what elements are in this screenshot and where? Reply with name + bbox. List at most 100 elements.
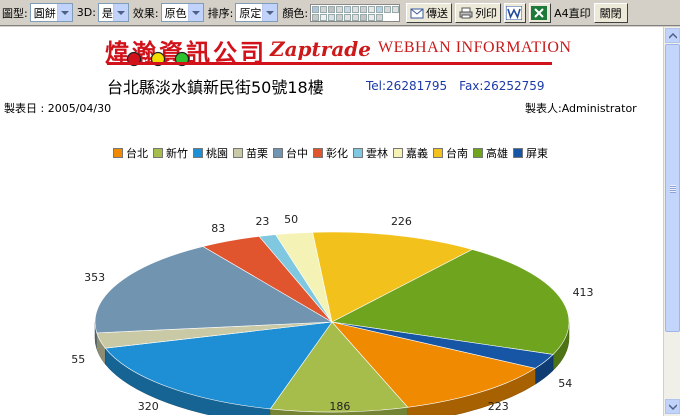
legend-item: 台南 <box>433 145 468 161</box>
logo-underline <box>107 62 552 65</box>
pie-chart-svg <box>94 231 570 415</box>
data-label: 54 <box>558 377 573 391</box>
data-label: 320 <box>137 400 159 413</box>
legend-item: 彰化 <box>313 145 348 161</box>
color-swatch[interactable] <box>352 5 360 13</box>
data-label: 23 <box>255 215 270 229</box>
effect-select[interactable]: 原色 <box>160 3 204 22</box>
pie-slice <box>312 231 474 323</box>
word-export-button[interactable] <box>504 2 527 23</box>
scroll-down-button[interactable] <box>665 399 680 414</box>
scroll-up-button[interactable] <box>665 28 680 43</box>
color-swatch[interactable] <box>344 5 352 13</box>
legend-label: 高雄 <box>486 147 508 160</box>
legend-swatch <box>313 148 323 158</box>
color-swatch[interactable] <box>376 13 384 21</box>
data-label: 186 <box>329 400 351 413</box>
chevron-down-icon[interactable] <box>262 4 278 21</box>
scroll-thumb[interactable] <box>665 44 680 332</box>
legend-item: 桃園 <box>193 145 228 161</box>
color-swatch[interactable] <box>360 5 368 13</box>
excel-export-button[interactable] <box>529 2 552 23</box>
company-name-english: WEBHAN INFORMATION <box>378 39 572 56</box>
color-swatch[interactable] <box>336 5 344 13</box>
data-label: 353 <box>84 271 106 285</box>
color-swatch[interactable] <box>328 13 336 21</box>
a4-portrait-option[interactable]: A4直印 <box>554 6 591 20</box>
color-swatch[interactable] <box>360 13 368 21</box>
close-label: 關閉 <box>599 6 622 20</box>
brand-name: Zaptrade <box>270 37 371 61</box>
legend-swatch <box>473 148 483 158</box>
chart-type-label: 圖型: <box>2 6 28 20</box>
sort-label: 排序: <box>207 6 234 20</box>
color-swatch[interactable] <box>320 5 328 13</box>
color-swatch[interactable] <box>328 5 336 13</box>
3d-value: 是 <box>101 6 113 20</box>
color-swatch[interactable] <box>384 5 392 13</box>
print-button[interactable]: 列印 <box>455 2 502 23</box>
color-swatch[interactable] <box>376 5 384 13</box>
company-address: 台北縣淡水鎮新民街50號18樓 <box>107 78 324 97</box>
legend-label: 屏東 <box>526 147 548 160</box>
color-swatch[interactable] <box>392 5 400 13</box>
legend-label: 台中 <box>286 147 308 160</box>
pie-slice <box>269 321 409 413</box>
word-icon <box>506 5 523 20</box>
legend-swatch <box>273 148 283 158</box>
legend-label: 新竹 <box>166 147 188 160</box>
legend-swatch <box>193 148 203 158</box>
chevron-down-icon[interactable] <box>112 4 128 21</box>
color-swatch[interactable] <box>312 13 320 21</box>
legend-swatch <box>433 148 443 158</box>
report-date: 製表日 : 2005/04/30 <box>4 102 112 115</box>
data-label: 226 <box>390 215 412 229</box>
color-swatch[interactable] <box>312 5 320 13</box>
pie-slice <box>94 246 334 334</box>
chevron-down-icon[interactable] <box>187 4 203 21</box>
color-label: 顏色: <box>282 6 309 20</box>
legend-swatch <box>353 148 363 158</box>
legend-item: 嘉義 <box>393 145 428 161</box>
chevron-down-icon[interactable] <box>56 4 72 21</box>
legend-item: 高雄 <box>473 145 508 161</box>
send-icon <box>410 8 424 18</box>
pie-slice <box>104 321 333 410</box>
color-swatch[interactable] <box>320 13 328 21</box>
effect-label: 效果: <box>132 6 159 20</box>
legend-swatch <box>393 148 403 158</box>
report-page: 煒瀚資訊公司 Zaptrade WEBHAN INFORMATION 台北縣淡水… <box>0 27 663 416</box>
pie-slice <box>331 321 554 369</box>
send-label: 傳送 <box>426 6 449 20</box>
chart-type-select[interactable]: 圓餅 <box>29 3 73 22</box>
legend-swatch <box>233 148 243 158</box>
legend-label: 桃園 <box>206 147 228 160</box>
excel-icon <box>531 5 548 20</box>
color-swatch[interactable] <box>344 13 352 21</box>
send-button[interactable]: 傳送 <box>406 2 453 23</box>
color-swatch[interactable] <box>368 5 376 13</box>
sort-value: 原定 <box>239 6 262 20</box>
data-label: 83 <box>211 221 226 235</box>
legend-label: 台北 <box>126 147 148 160</box>
legend-item: 屏東 <box>513 145 548 161</box>
color-swatch[interactable] <box>336 13 344 21</box>
legend-item: 新竹 <box>153 145 188 161</box>
vertical-scrollbar[interactable] <box>663 27 680 416</box>
report-author: 製表人:Administrator <box>525 102 637 115</box>
color-swatch[interactable] <box>352 13 360 21</box>
legend-swatch <box>113 148 123 158</box>
close-button[interactable]: 關閉 <box>593 2 628 23</box>
color-palette[interactable] <box>310 3 401 22</box>
sort-select[interactable]: 原定 <box>235 3 279 22</box>
legend-label: 彰化 <box>326 147 348 160</box>
print-label: 列印 <box>475 6 498 20</box>
pie-chart: 台北 新竹 桃園 苗栗 台中 彰化 雲林 嘉義 台南 高雄 屏東 223 186 320 55 353 83 2… <box>0 115 663 415</box>
telephone: Tel:26281795 <box>366 79 448 93</box>
legend-label: 苗栗 <box>246 147 268 160</box>
color-swatch[interactable] <box>368 13 376 21</box>
3d-select[interactable]: 是 <box>97 3 129 22</box>
data-label: 50 <box>284 212 299 226</box>
grip-icon <box>670 185 676 193</box>
chart-legend: 台北 新竹 桃園 苗栗 台中 彰化 雲林 嘉義 台南 高雄 屏東 <box>113 145 553 161</box>
